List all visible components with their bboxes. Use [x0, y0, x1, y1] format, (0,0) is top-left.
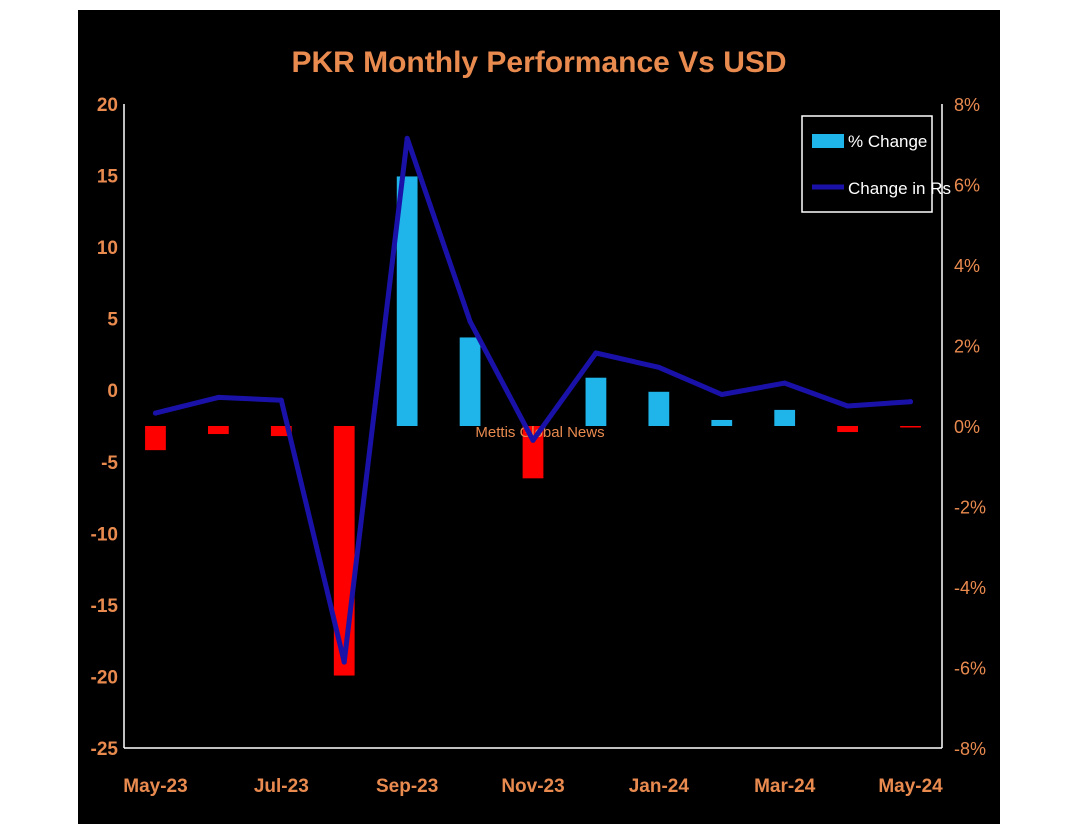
- x-tick-label: Jul-23: [254, 776, 309, 797]
- bar-Jun-23: [208, 426, 229, 435]
- y-right-tick-label: 4%: [954, 256, 980, 276]
- x-tick-label: Sep-23: [376, 776, 438, 797]
- point-Jun-23: [215, 394, 221, 400]
- y-left-tick-label: 0: [107, 381, 118, 402]
- chart-frame: PKR Monthly Performance Vs USD Mettis Gl…: [78, 10, 1000, 824]
- line-series: [152, 135, 914, 665]
- y-left-tick-label: 15: [97, 167, 119, 188]
- bar-Jan-24: [648, 391, 670, 426]
- bar-Feb-24: [711, 419, 733, 426]
- chart-svg: PKR Monthly Performance Vs USD Mettis Gl…: [91, 46, 986, 797]
- bar-Jul-23: [270, 426, 292, 437]
- point-Nov-23: [530, 437, 536, 443]
- y-right-tick-label: -8%: [954, 739, 986, 759]
- legend-label-line: Change in Rs: [848, 179, 951, 198]
- bar-Nov-23: [522, 426, 544, 479]
- y-left-tick-label: -20: [91, 667, 118, 688]
- y-right-tick-label: -4%: [954, 578, 986, 598]
- point-Mar-24: [782, 380, 788, 386]
- point-Feb-24: [719, 392, 725, 398]
- point-Apr-24: [845, 403, 851, 409]
- line-change-in-rs: [153, 135, 913, 665]
- legend-box: [801, 115, 933, 213]
- legend-swatch-bar: [812, 134, 844, 148]
- x-tick-label: Mar-24: [754, 776, 816, 797]
- y-right-tick-label: -2%: [954, 498, 986, 518]
- point-Dec-23: [593, 350, 599, 356]
- y-right-tick-label: 2%: [954, 337, 980, 357]
- bar-series: [145, 176, 921, 676]
- axes: [123, 104, 943, 749]
- y-right-tick-label: 8%: [954, 95, 980, 115]
- y-left-tick-label: 20: [97, 95, 118, 116]
- y-left-tick-label: -25: [91, 739, 119, 760]
- x-tick-label: May-24: [878, 776, 943, 797]
- y-right-tick-label: -6%: [954, 659, 986, 679]
- y-left-tick-label: 5: [107, 310, 118, 331]
- y-left-tick-label: -15: [91, 596, 119, 617]
- tick-labels: 20 15 10 5 0 -5 -10 -15 -20 -25 8% 6% 4% 2% 0% -2% -4% -6…: [91, 95, 986, 797]
- point-Sep-23: [404, 135, 410, 141]
- point-May-24: [908, 399, 914, 405]
- x-tick-label: Nov-23: [501, 776, 564, 797]
- bar-May-24: [900, 426, 921, 428]
- bar-Mar-24: [774, 409, 796, 426]
- bar-Dec-23: [585, 377, 607, 426]
- point-Aug-23: [341, 659, 347, 665]
- point-Oct-23: [467, 319, 473, 325]
- bar-May-23: [145, 426, 166, 451]
- legend-label-bar: % Change: [848, 132, 927, 151]
- point-Jan-24: [656, 364, 662, 370]
- point-May-23: [152, 410, 158, 416]
- y-left-tick-label: -10: [91, 524, 118, 545]
- x-tick-label: May-23: [123, 776, 187, 797]
- bar-Oct-23: [459, 337, 481, 426]
- point-Jul-23: [278, 397, 284, 403]
- x-tick-label: Jan-24: [629, 776, 690, 797]
- bar-Apr-24: [837, 426, 858, 433]
- legend: % Change Change in Rs: [801, 115, 951, 213]
- y-right-tick-label: 6%: [954, 176, 980, 196]
- y-left-tick-label: 10: [97, 238, 118, 259]
- chart-title: PKR Monthly Performance Vs USD: [291, 46, 786, 79]
- bar-Sep-23: [396, 176, 418, 426]
- y-right-tick-label: 0%: [954, 417, 980, 437]
- y-left-tick-label: -5: [101, 453, 118, 474]
